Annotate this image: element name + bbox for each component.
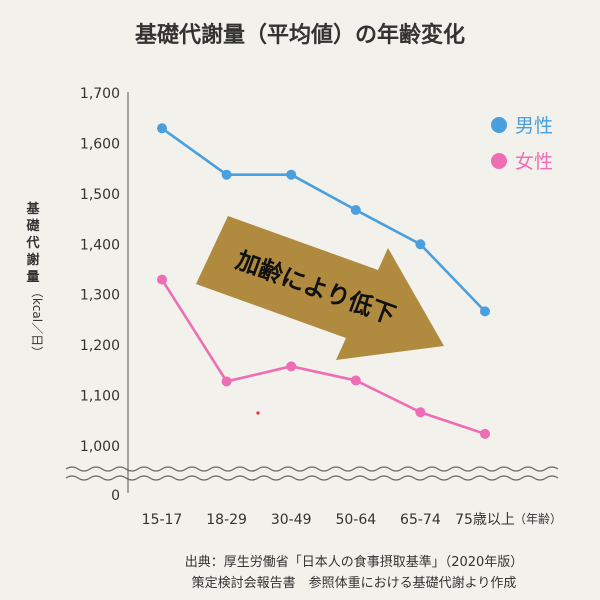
series-male bbox=[157, 123, 490, 317]
y-tick-label: 1,200 bbox=[80, 338, 120, 354]
y-axis-label-char: 謝 bbox=[26, 252, 39, 268]
y-axis-label: 基礎代謝量（kcal／日） bbox=[25, 201, 44, 358]
legend-label: 男性 bbox=[515, 115, 553, 137]
data-point bbox=[286, 169, 297, 180]
data-point bbox=[415, 407, 426, 418]
data-point bbox=[350, 204, 361, 215]
y-axis-label-char: 礎 bbox=[25, 218, 40, 234]
y-axis-unit: （kcal／日） bbox=[30, 286, 44, 358]
y-tick-label: 1,300 bbox=[80, 288, 120, 304]
y-axis-label-char: 代 bbox=[25, 235, 39, 251]
series-line bbox=[160, 278, 486, 436]
trend-arrow-shape bbox=[196, 216, 444, 360]
series-layer bbox=[157, 123, 490, 439]
axis-break bbox=[65, 466, 559, 481]
y-axis-label-char: 基 bbox=[25, 201, 40, 217]
x-tick-label: 75歳以上 bbox=[455, 512, 515, 528]
y-tick-labels: 1,700 1,600 1,500 1,400 1,300 1,200 1,100 1,000… bbox=[80, 86, 120, 504]
source-line-2: 策定検討会報告書 参照体重における基礎代謝より作成 bbox=[192, 575, 517, 591]
y-tick-label: 1,100 bbox=[80, 389, 120, 405]
legend-marker bbox=[491, 117, 507, 133]
y-tick-label-zero: 0 bbox=[111, 488, 120, 504]
data-point bbox=[415, 239, 426, 250]
y-axis-label-char: 量 bbox=[26, 270, 39, 285]
x-tick-label: 50-64 bbox=[335, 512, 376, 528]
legend-label: 女性 bbox=[515, 151, 553, 173]
x-tick-label: 65-74 bbox=[400, 512, 441, 528]
x-tick-label: 30-49 bbox=[271, 512, 312, 528]
data-point bbox=[286, 361, 297, 372]
y-tick-label: 1,500 bbox=[80, 187, 120, 203]
y-tick-label: 1,700 bbox=[80, 86, 120, 102]
data-point bbox=[221, 169, 232, 180]
series-female bbox=[157, 274, 490, 439]
stray-dot bbox=[256, 411, 260, 415]
data-point bbox=[157, 123, 167, 134]
data-point bbox=[221, 376, 232, 387]
y-tick-label: 1,600 bbox=[80, 136, 120, 152]
x-tick-labels: 15-17 18-29 30-49 50-64 65-74 75歳以上 bbox=[142, 512, 515, 528]
y-tick-label: 1,400 bbox=[80, 237, 120, 253]
data-point bbox=[480, 428, 490, 439]
chart-title: 基礎代謝量（平均値）の年齢変化 bbox=[135, 22, 465, 48]
data-point bbox=[480, 306, 490, 317]
source-line-1: 出典：厚生労働省「日本人の食事摂取基準」（2020年版） bbox=[185, 554, 524, 570]
x-tick-label: 15-17 bbox=[142, 512, 183, 528]
legend-marker bbox=[491, 153, 507, 169]
data-point bbox=[157, 274, 167, 285]
series-line bbox=[161, 127, 486, 313]
y-tick-label: 1,000 bbox=[80, 439, 120, 455]
x-tick-label: 18-29 bbox=[206, 512, 247, 528]
x-axis-unit: （年齢） bbox=[514, 511, 562, 526]
data-point bbox=[350, 375, 361, 386]
